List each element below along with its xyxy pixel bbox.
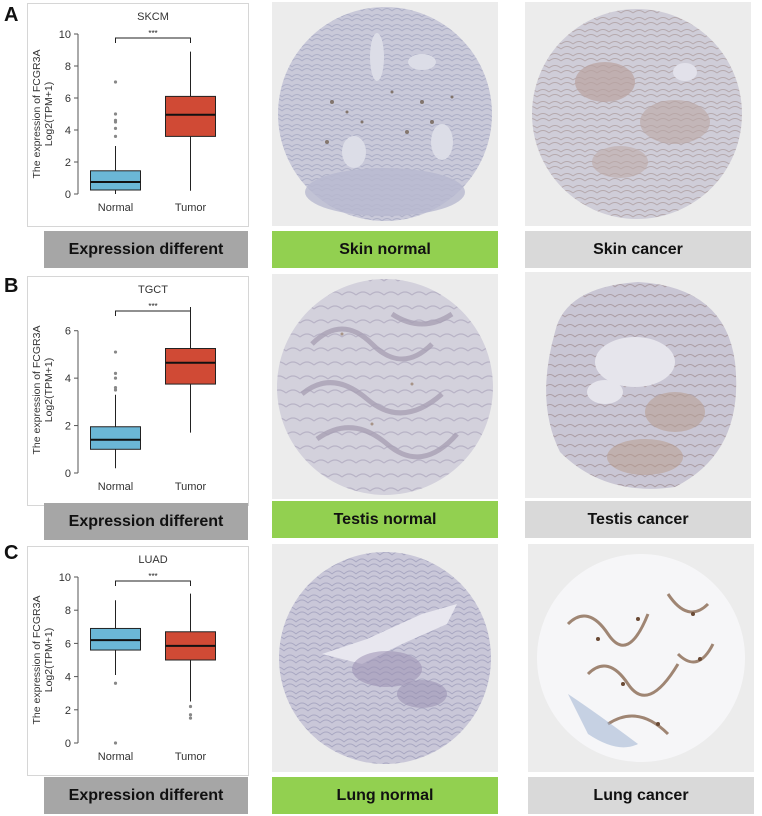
y-tick-label: 4 bbox=[65, 672, 71, 684]
outlier-point bbox=[113, 371, 118, 375]
caption-expression-c: Expression different bbox=[44, 777, 248, 814]
y-axis-label-units: Log2(TPM+1) bbox=[43, 358, 55, 423]
outlier-point bbox=[113, 741, 118, 745]
skin-cancer-tissue-image bbox=[525, 2, 751, 226]
testis-normal-tissue-image bbox=[272, 274, 498, 499]
outlier-point bbox=[113, 126, 118, 130]
y-tick-label: 2 bbox=[65, 421, 71, 433]
x-tick-label: Tumor bbox=[175, 202, 207, 214]
box-normal bbox=[90, 426, 141, 450]
y-tick-label: 0 bbox=[65, 738, 71, 750]
caption-lung-cancer: Lung cancer bbox=[528, 777, 754, 814]
y-tick-label: 4 bbox=[65, 125, 71, 137]
chart-title: LUAD bbox=[138, 554, 167, 566]
significance-bracket bbox=[115, 310, 191, 316]
outlier-point bbox=[113, 681, 118, 685]
y-axis-label: The expression of FCGR3A bbox=[31, 326, 43, 455]
significance-label: *** bbox=[148, 302, 157, 311]
y-tick-label: 8 bbox=[65, 61, 71, 73]
testis-cancer-tissue-image bbox=[525, 272, 751, 498]
y-tick-label: 10 bbox=[59, 572, 71, 584]
panel-letter-a: A bbox=[4, 4, 19, 26]
y-tick-label: 4 bbox=[65, 373, 71, 385]
significance-bracket bbox=[115, 580, 191, 586]
box-normal bbox=[90, 170, 141, 191]
significance-bracket bbox=[115, 37, 191, 43]
y-tick-label: 6 bbox=[65, 326, 71, 338]
x-tick-label: Normal bbox=[98, 751, 133, 763]
outlier-point bbox=[113, 376, 118, 380]
chart-title: TGCT bbox=[138, 284, 168, 296]
outlier-point bbox=[113, 134, 118, 138]
outlier-point bbox=[113, 350, 118, 354]
outlier-point bbox=[113, 386, 118, 390]
y-axis-label-units: Log2(TPM+1) bbox=[43, 628, 55, 693]
outlier-point bbox=[113, 80, 118, 84]
y-tick-label: 8 bbox=[65, 605, 71, 617]
caption-testis-cancer: Testis cancer bbox=[525, 501, 751, 538]
y-tick-label: 6 bbox=[65, 93, 71, 105]
outlier-point bbox=[113, 112, 118, 116]
outlier-point bbox=[113, 388, 118, 392]
significance-label: *** bbox=[148, 29, 157, 38]
significance-label: *** bbox=[148, 572, 157, 581]
chart-title: SKCM bbox=[137, 11, 169, 23]
caption-skin-normal: Skin normal bbox=[272, 231, 498, 268]
boxplot-skcm: SKCM 0 2 4 6 8 10 The expression of FCGR3A Log2(… bbox=[31, 11, 216, 214]
y-tick-label: 2 bbox=[65, 157, 71, 169]
box-tumor bbox=[165, 95, 216, 137]
boxplot-tgct: TGCT 0 2 4 6 The expression of FCGR3A Log2(TPM… bbox=[31, 284, 216, 493]
outlier-point bbox=[113, 118, 118, 122]
lung-normal-tissue-image bbox=[272, 544, 498, 772]
panel-letter-b: B bbox=[4, 275, 19, 297]
caption-testis-normal: Testis normal bbox=[272, 501, 498, 538]
panel-letter-c: C bbox=[4, 542, 19, 564]
outlier-point bbox=[188, 704, 193, 709]
y-tick-label: 2 bbox=[65, 705, 71, 717]
lung-cancer-tissue-image bbox=[528, 544, 754, 772]
y-axis-label: The expression of FCGR3A bbox=[31, 596, 43, 725]
box-tumor bbox=[165, 348, 216, 385]
skin-normal-tissue-image bbox=[272, 2, 498, 226]
x-tick-label: Normal bbox=[98, 481, 133, 493]
y-tick-label: 6 bbox=[65, 638, 71, 650]
y-axis-label: The expression of FCGR3A bbox=[31, 50, 43, 179]
boxplot-luad: LUAD 0 2 4 6 8 10 The expression of FCGR3A Log2(… bbox=[31, 554, 216, 763]
y-axis-label-units: Log2(TPM+1) bbox=[43, 82, 55, 147]
y-tick-label: 10 bbox=[59, 29, 71, 41]
outlier-point bbox=[188, 716, 193, 720]
x-tick-label: Tumor bbox=[175, 481, 207, 493]
caption-expression-b: Expression different bbox=[44, 503, 248, 540]
outlier-point bbox=[188, 713, 193, 717]
boxplot-panel-tgct: TGCT 0 2 4 6 The expression of FCGR3A Log2(TPM… bbox=[27, 276, 249, 506]
x-tick-label: Normal bbox=[98, 202, 133, 214]
caption-lung-normal: Lung normal bbox=[272, 777, 498, 814]
caption-skin-cancer: Skin cancer bbox=[525, 231, 751, 268]
x-tick-label: Tumor bbox=[175, 751, 207, 763]
y-tick-label: 0 bbox=[65, 468, 71, 480]
y-tick-label: 0 bbox=[65, 189, 71, 201]
boxplot-panel-skcm: SKCM 0 2 4 6 8 10 The expression of FCGR3A Log2(… bbox=[27, 3, 249, 227]
boxplot-panel-luad: LUAD 0 2 4 6 8 10 The expression of FCGR3A Log2(… bbox=[27, 546, 249, 776]
caption-expression-a: Expression different bbox=[44, 231, 248, 268]
